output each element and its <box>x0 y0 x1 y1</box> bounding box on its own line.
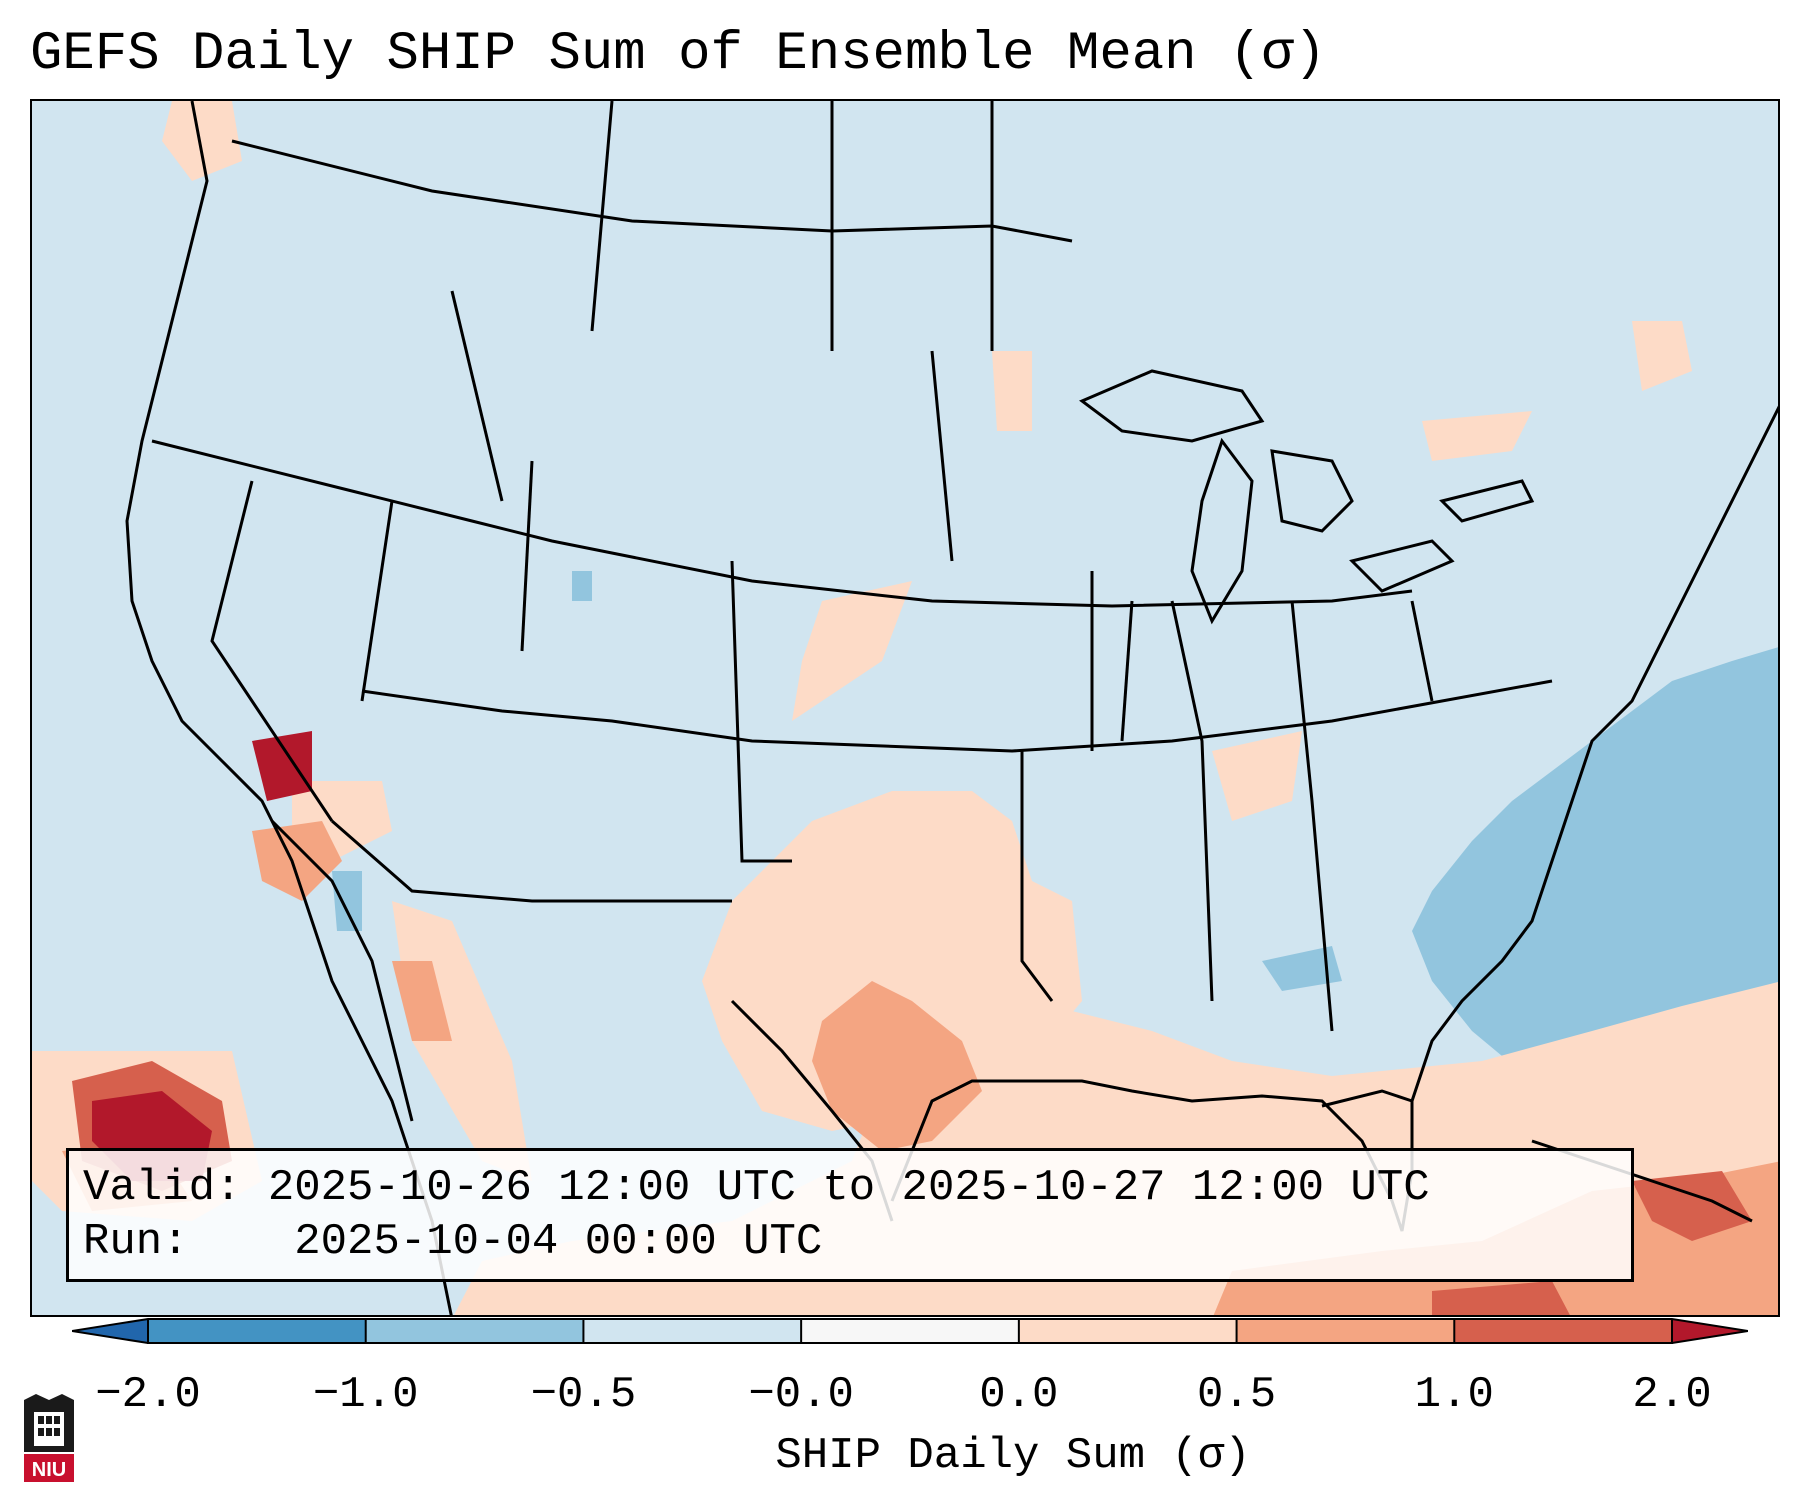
colorbar-bin <box>148 1319 367 1343</box>
colorbar-tick-label: −2.0 <box>95 1370 201 1420</box>
colorbar-tick-label: 1.0 <box>1414 1370 1494 1420</box>
valid-value: 2025-10-26 12:00 UTC to 2025-10-27 12:00… <box>267 1163 1430 1213</box>
anomaly-negative-baja <box>332 871 362 931</box>
anomaly-positive-northwest <box>162 101 242 181</box>
anomaly-negative-colorado <box>572 571 592 601</box>
logo-banner <box>24 1454 74 1482</box>
coastline <box>125 101 1778 1315</box>
anomaly-strong-caribbean <box>1632 1171 1752 1241</box>
anomaly-negative-gulf <box>1262 946 1342 991</box>
colorbar-bin <box>1236 1319 1455 1343</box>
colorbar-tick-label: 2.0 <box>1632 1370 1712 1420</box>
colorbar-under-extension <box>72 1319 148 1343</box>
anomaly-positive-northeast <box>1632 321 1692 391</box>
anomaly-negative-atlantic <box>1412 647 1778 1111</box>
anomaly-positive-tennessee <box>1212 731 1302 821</box>
chart-title: GEFS Daily SHIP Sum of Ensemble Mean (σ) <box>30 24 1327 85</box>
colorbar-bin <box>1454 1319 1673 1343</box>
colorbar-over-extension <box>1672 1319 1748 1343</box>
valid-label: Valid: <box>83 1163 242 1213</box>
colorbar-label: SHIP Daily Sum (σ) <box>775 1431 1251 1481</box>
anomaly-positive-minnesota <box>992 351 1032 431</box>
anomaly-extreme-california <box>252 731 312 801</box>
anomaly-positive-southern-california <box>252 821 342 901</box>
anomaly-positive-central-texas <box>812 981 982 1151</box>
map-panel <box>30 99 1780 1317</box>
run-value: 2025-10-04 00:00 UTC <box>294 1217 823 1267</box>
anomaly-strong-south <box>1432 1281 1570 1315</box>
colorbar-bin <box>583 1319 802 1343</box>
run-label: Run: <box>83 1217 189 1267</box>
niu-logo: NIU <box>24 1394 74 1482</box>
great-lakes <box>1079 369 1535 625</box>
colorbar-bin <box>365 1319 584 1343</box>
anomaly-positive-kansas <box>792 581 912 721</box>
colorbar-tick-label: 0.5 <box>1196 1370 1277 1420</box>
colorbar <box>72 1318 1748 1344</box>
colorbar-bin <box>1018 1319 1238 1343</box>
logo-text: NIU <box>32 1459 66 1481</box>
colorbar-tick-label: −1.0 <box>312 1370 419 1420</box>
colorbar-bin <box>801 1319 1020 1343</box>
colorbar-tick-label: −0.5 <box>530 1370 637 1420</box>
map-canvas <box>32 101 1778 1315</box>
anomaly-positive-baja-small <box>392 961 452 1041</box>
colorbar-tick-label: 0.0 <box>979 1370 1059 1420</box>
boundaries <box>151 101 1553 1032</box>
anomaly-positive-greatlakes <box>1422 411 1532 461</box>
colorbar-tick-label: −0.0 <box>748 1370 854 1420</box>
validity-info-box: Valid: 2025-10-26 12:00 UTC to 2025-10-2… <box>66 1148 1634 1282</box>
